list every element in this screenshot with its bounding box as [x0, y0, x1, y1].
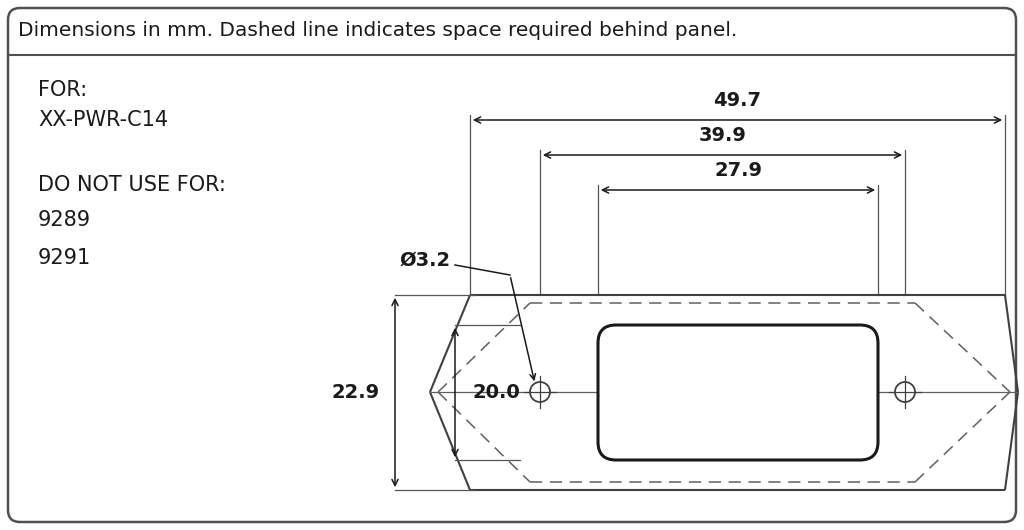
Circle shape: [530, 382, 550, 402]
Text: XX-PWR-C14: XX-PWR-C14: [38, 110, 168, 130]
Text: 22.9: 22.9: [332, 383, 380, 402]
Text: 49.7: 49.7: [714, 91, 762, 110]
Circle shape: [895, 382, 915, 402]
Text: 27.9: 27.9: [714, 161, 762, 180]
Text: Ø3.2: Ø3.2: [400, 251, 452, 269]
Text: Dimensions in mm. Dashed line indicates space required behind panel.: Dimensions in mm. Dashed line indicates …: [18, 21, 737, 40]
FancyBboxPatch shape: [598, 325, 878, 460]
Text: 20.0: 20.0: [473, 383, 521, 402]
Text: FOR:: FOR:: [38, 80, 87, 100]
Text: 9289: 9289: [38, 210, 91, 230]
FancyBboxPatch shape: [8, 8, 1016, 522]
Text: DO NOT USE FOR:: DO NOT USE FOR:: [38, 175, 226, 195]
Text: 9291: 9291: [38, 248, 91, 268]
Text: 39.9: 39.9: [698, 126, 746, 145]
